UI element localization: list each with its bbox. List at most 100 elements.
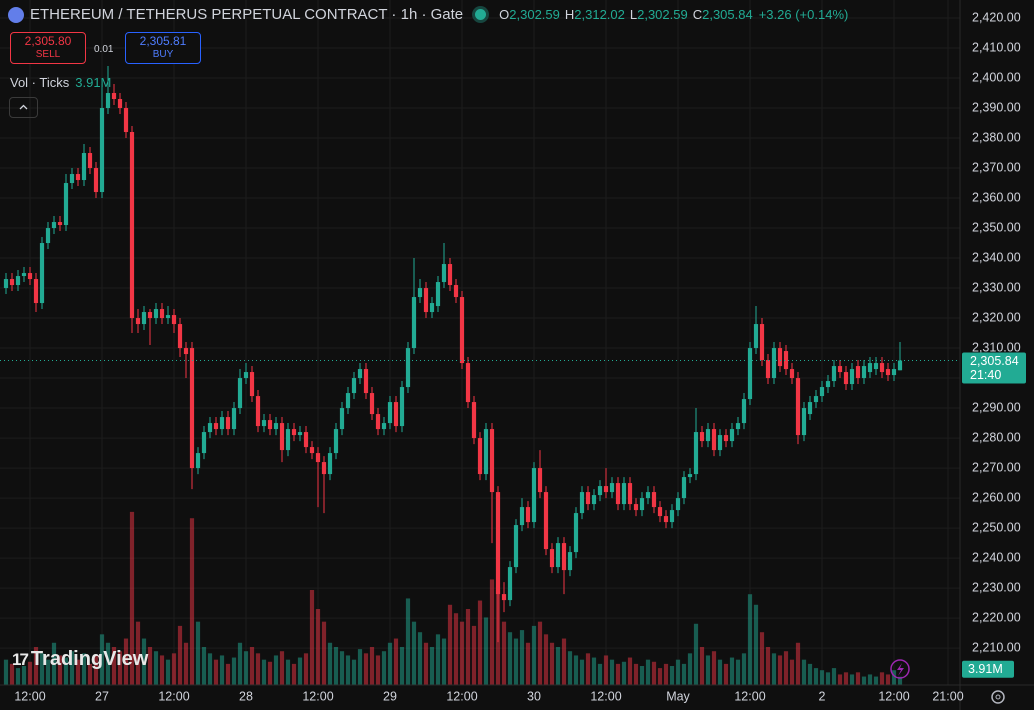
volume-bar [87,663,93,685]
volume-bar [543,634,549,685]
y-tick-label: 2,330.00 [972,280,1021,294]
change: +3.26 (+0.14%) [758,7,849,22]
volume-bar [207,653,213,685]
alert-icon[interactable] [890,659,910,679]
candle-body [99,108,105,193]
volume-bar [123,638,129,685]
candle-body [525,507,531,523]
candle-body [315,453,321,463]
candle-body [153,309,159,319]
y-tick-label: 2,220.00 [972,610,1021,624]
volume-bar [165,659,171,685]
volume-bar [381,651,387,685]
volume-bar [147,647,153,685]
volume-tag-label: 3.91M [968,662,1003,676]
candle-body [663,516,669,523]
candle-body [873,363,879,370]
volume-bar [153,651,159,685]
candle-body [57,222,63,226]
settings-icon[interactable] [991,690,1005,704]
candle-body [255,396,261,427]
candle-body [777,348,783,367]
buy-text: BUY [152,49,174,60]
volume-bar [777,655,783,685]
volume-bar [159,655,165,685]
volume-bar [651,661,657,685]
candle-body [639,498,645,511]
candle-body [195,453,201,469]
volume-bar [501,621,507,685]
candle-body [33,279,39,304]
candle-body [867,363,873,373]
volume-bar [801,659,807,685]
candle-body [363,369,369,394]
volume-bar [795,642,801,685]
candle-body [171,315,177,325]
candle-body [9,279,15,286]
volume-bar [885,674,891,685]
candle-body [621,483,627,505]
candle-body [369,393,375,415]
volume-bar [93,655,99,685]
candle-body [429,303,435,313]
volume-bar [609,659,615,685]
volume-bar [129,511,135,685]
ohlc-value: 2,302.59 [637,7,688,22]
volume-bar [33,647,39,685]
candle-body [813,396,819,403]
volume-value: 3.91M [75,75,112,90]
sell-button[interactable]: 2,305.80 SELL [10,32,86,64]
candle-body [393,402,399,427]
candle-body [237,378,243,409]
candle-body [243,372,249,379]
candle-body [447,264,453,286]
candle-body [765,360,771,379]
x-tick-label: 12:00 [734,689,765,703]
candle-body [63,183,69,226]
volume-bar [345,655,351,685]
y-tick-label: 2,240.00 [972,550,1021,564]
candle-body [351,378,357,394]
candle-body [831,366,837,382]
volume-bar [789,659,795,685]
candle-body [111,93,117,100]
volume-legend: Vol · Ticks 3.91M [10,75,111,90]
volume-bar [405,598,411,685]
volume-bar [483,617,489,685]
symbol-icon [8,6,24,23]
volume-bar [21,666,27,685]
candle-body [597,486,603,496]
candle-body [711,429,717,451]
volume-bar [279,651,285,685]
volume-bar [117,651,123,685]
candle-body [327,453,333,475]
volume-bar [81,653,87,685]
volume-bar [435,634,441,685]
candle-body [309,447,315,454]
volume-bar [705,655,711,685]
candle-body [123,108,129,133]
candle-body [81,153,87,181]
volume-bar [303,653,309,685]
volume-bar [261,659,267,685]
candle-body [219,417,225,430]
candle-body [693,432,699,475]
volume-bar [333,647,339,685]
volume-bar [327,642,333,685]
settings-icon-center [995,694,1001,700]
candle-body [201,432,207,454]
volume-bar [45,659,51,685]
volume-bar [441,638,447,685]
candle-body [297,432,303,436]
volume-bar [873,676,879,685]
symbol-title[interactable]: ETHEREUM / TETHERUS PERPETUAL CONTRACT ·… [30,6,464,23]
x-tick-label: 12:00 [302,689,333,703]
candle-body [213,423,219,430]
market-status [475,9,487,20]
candle-body [411,297,417,349]
collapse-button[interactable] [9,97,38,118]
buy-button[interactable]: 2,305.81 BUY [125,32,201,64]
volume-bar [711,651,717,685]
volume-bar [681,663,687,685]
x-tick-label: 27 [95,689,109,703]
